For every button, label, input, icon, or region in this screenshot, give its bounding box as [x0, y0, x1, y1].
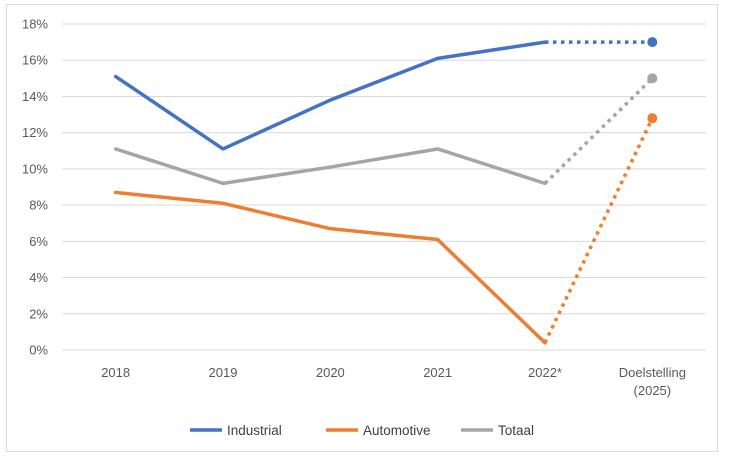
x-tick-label: 2018 [101, 365, 130, 380]
y-tick-label: 6% [29, 234, 48, 249]
x-axis-tick-labels: 2018 2019 2020 2021 2022* Doelstelling (2025) [101, 365, 686, 398]
x-tick-label: Doelstelling [619, 365, 686, 380]
y-tick-label: 4% [29, 270, 48, 285]
y-tick-label: 0% [29, 343, 48, 358]
x-tick-label: 2021 [423, 365, 452, 380]
gridlines [62, 23, 706, 351]
x-tick-label: 2020 [316, 365, 345, 380]
y-tick-label: 8% [29, 198, 48, 213]
legend-label-totaal: Totaal [498, 423, 534, 438]
legend-label-automotive: Automotive [363, 423, 431, 438]
y-tick-label: 2% [29, 306, 48, 321]
y-tick-label: 14% [22, 89, 48, 104]
series-target-point-totaal [647, 73, 658, 84]
y-tick-label: 10% [22, 161, 48, 176]
chart-frame [6, 4, 718, 452]
series-line-industrial [113, 40, 547, 151]
y-axis-tick-labels: 0% 2% 4% 6% 8% 10% 12% 14% 16% 18% [22, 17, 48, 358]
series-target-point-industrial [647, 37, 658, 48]
y-tick-label: 18% [22, 17, 48, 32]
y-tick-label: 16% [22, 53, 48, 68]
x-tick-label: (2025) [634, 383, 672, 398]
x-tick-label: 2022* [528, 365, 562, 380]
series-projection-totaal [543, 77, 654, 185]
legend-label-industrial: Industrial [227, 423, 282, 438]
series-line-automotive [113, 190, 547, 345]
legend: Industrial Automotive Totaal [190, 423, 534, 438]
series-target-point-automotive [647, 113, 658, 124]
series-projection-automotive [543, 117, 654, 344]
series-line-totaal [113, 147, 547, 186]
x-tick-label: 2019 [209, 365, 238, 380]
y-tick-label: 12% [22, 125, 48, 140]
series-lines [113, 37, 658, 345]
